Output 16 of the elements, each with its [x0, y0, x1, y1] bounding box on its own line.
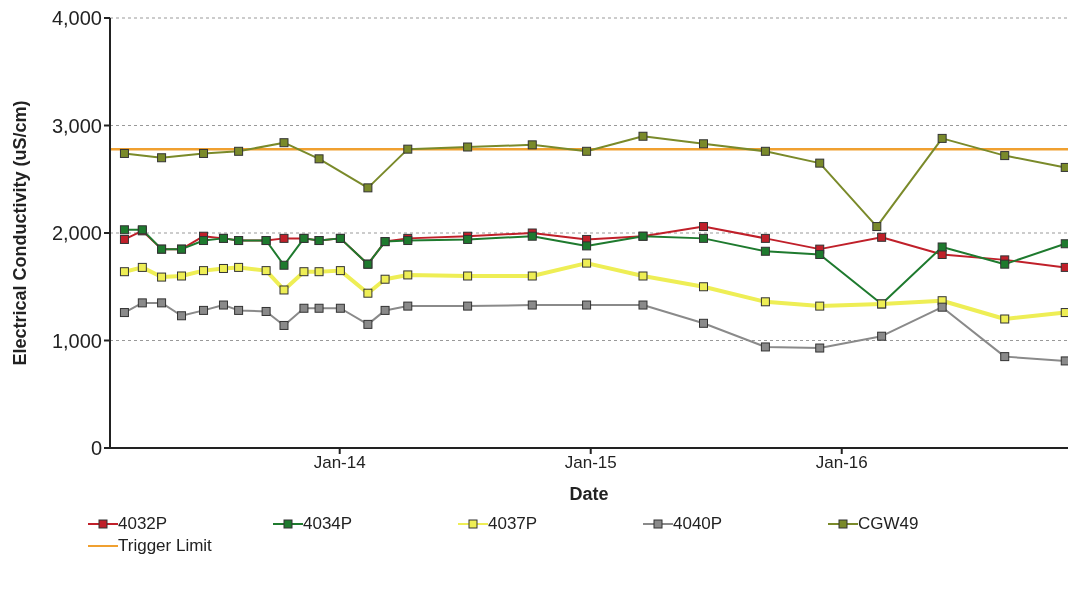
legend-label: Trigger Limit: [118, 536, 212, 556]
legend-label: CGW49: [858, 514, 919, 534]
y-tick-label: 2,000: [51, 222, 102, 245]
y-tick-label: 3,000: [51, 114, 102, 137]
y-axis-title: Electrical Conductivity (uS/cm): [10, 100, 31, 366]
y-tick-label: 1,000: [51, 329, 102, 352]
legend-label: 4040P: [673, 514, 723, 534]
x-tick-label: Jan-16: [815, 453, 868, 473]
legend-label: 4037P: [488, 514, 538, 534]
y-tick-label: 0: [90, 437, 102, 460]
x-axis-title: Date: [569, 484, 609, 504]
legend-label: 4032P: [118, 514, 168, 534]
legend-label: 4034P: [303, 514, 353, 534]
y-tick-label: 4,000: [51, 7, 102, 30]
x-tick-label: Jan-15: [564, 453, 617, 473]
x-tick-label: Jan-14: [313, 453, 366, 473]
